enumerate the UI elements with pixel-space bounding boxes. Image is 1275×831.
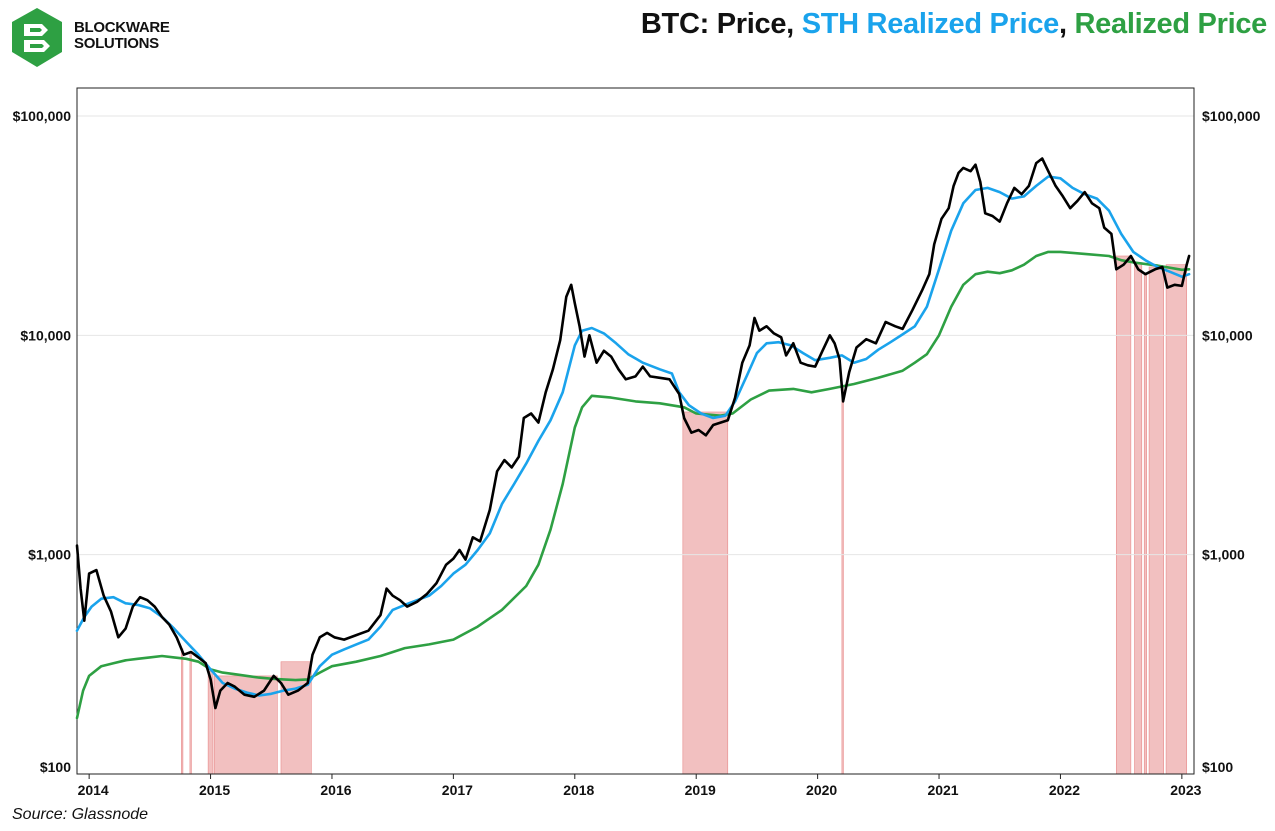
x-tick-label: 2019 <box>685 782 716 798</box>
shaded-region <box>1165 264 1188 775</box>
source-note: Source: Glassnode <box>12 806 149 823</box>
logo-line2: SOLUTIONS <box>74 35 159 52</box>
x-tick-label: 2014 <box>78 782 109 798</box>
logo-line1: BLOCKWARE <box>74 19 170 36</box>
x-tick-label: 2022 <box>1049 782 1080 798</box>
chart-title: BTC: Price, STH Realized Price, Realized… <box>641 8 1267 41</box>
shaded-region <box>1115 255 1132 775</box>
y-tick-label-left: $1,000 <box>28 547 71 563</box>
x-tick-label: 2020 <box>806 782 837 798</box>
x-tick-label: 2021 <box>927 782 958 798</box>
x-tick-label: 2017 <box>442 782 473 798</box>
shaded-region <box>682 411 729 775</box>
plot-frame <box>76 87 1195 775</box>
series-line-sth-realized-price <box>75 175 1191 697</box>
shaded-region <box>1134 262 1143 775</box>
x-tick-label: 2016 <box>320 782 351 798</box>
y-tick-label-right: $100 <box>1202 759 1233 775</box>
shaded-regions <box>181 255 1188 775</box>
series-lines <box>75 157 1191 720</box>
shaded-region <box>1143 273 1147 775</box>
title-price: BTC: Price, <box>640 8 802 40</box>
y-tick-label-right: $100,000 <box>1202 108 1261 124</box>
y-tick-label-right: $10,000 <box>1202 327 1253 343</box>
series-line-price <box>75 157 1191 710</box>
y-tick-label-left: $10,000 <box>20 327 71 343</box>
title-sep: , <box>1059 8 1075 40</box>
shaded-region <box>213 675 278 775</box>
shaded-region <box>181 648 184 775</box>
shaded-region <box>189 651 192 775</box>
title-realized: Realized Price <box>1074 8 1268 40</box>
y-tick-label-right: $1,000 <box>1202 547 1245 563</box>
series-line-realized-price <box>75 250 1191 720</box>
x-tick-label: 2023 <box>1170 782 1201 798</box>
blockware-logo: BLOCKWARE SOLUTIONS <box>8 6 170 72</box>
x-tick-label: 2015 <box>199 782 230 798</box>
y-tick-label-left: $100,000 <box>13 108 72 124</box>
shaded-region <box>1148 266 1164 775</box>
axes: $100 $100 $1,000 $1,000 $10,000 $10,000 $100,0… <box>13 87 1261 798</box>
x-tick-label: 2018 <box>563 782 594 798</box>
gridlines <box>77 115 1194 556</box>
title-sth: STH Realized Price <box>801 8 1060 40</box>
shaded-region <box>841 386 844 775</box>
y-tick-label-left: $100 <box>40 759 71 775</box>
logo-icon <box>12 8 62 67</box>
